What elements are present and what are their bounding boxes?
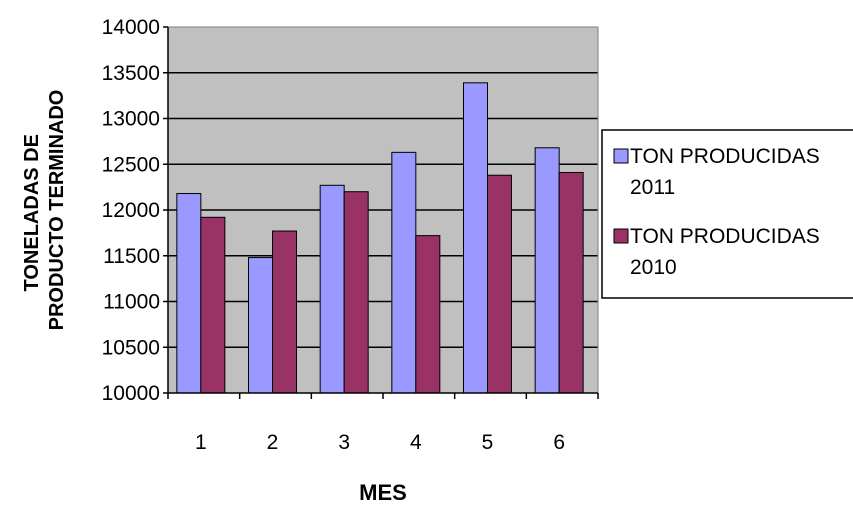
bar-mes-6-series-1: [558, 171, 584, 394]
x-tick-labels: 1 2 3 4 5 6: [195, 431, 565, 454]
y-axis-title: TONELADAS DE PRODUCTO TERMINADO: [21, 90, 68, 331]
axes: [163, 26, 599, 399]
bar-mes-1-series-0: [176, 193, 202, 394]
x-axis-title: MES: [359, 480, 407, 505]
legend-label-line-2: 2011: [630, 176, 675, 199]
x-tick-label: 5: [482, 431, 494, 454]
bar-mes-5-series-0: [463, 82, 488, 394]
legend-label-line-1: TON PRODUCIDAS: [630, 225, 820, 248]
legend-swatch-ton-producidas-2010: [613, 228, 629, 244]
x-tick-label: 1: [195, 431, 207, 454]
bar-mes-2-series-1: [272, 230, 297, 394]
legend-label-ton-producidas-2011: TON PRODUCIDAS 2011: [630, 145, 826, 199]
legend-label-line-1: TON PRODUCIDAS: [630, 145, 820, 168]
y-axis-title-line-2: PRODUCTO TERMINADO: [46, 90, 68, 331]
y-tick-label: 14000: [102, 16, 160, 39]
y-axis-title-line-1: TONELADAS DE: [21, 134, 43, 291]
y-tick-label: 10500: [102, 336, 160, 359]
x-tick-label: 3: [338, 431, 350, 454]
y-tick-label: 11000: [103, 291, 160, 314]
bar-mes-2-series-0: [248, 257, 273, 394]
bar-mes-1-series-1: [200, 216, 226, 394]
bar-mes-3-series-1: [343, 191, 369, 394]
y-tick-label: 12500: [102, 153, 160, 176]
y-tick-labels: 10000 10500 11000 11500 12000 12500 13000 13500…: [102, 16, 160, 405]
y-tick-label: 11500: [103, 245, 160, 268]
gridlines: [168, 72, 598, 348]
bar-mes-4-series-0: [391, 151, 417, 394]
y-tick-label: 13500: [102, 62, 160, 85]
y-tick-label: 10000: [102, 382, 160, 405]
legend-label-ton-producidas-2010: TON PRODUCIDAS 2010: [630, 225, 826, 279]
legend-box: [601, 129, 853, 299]
legend-swatch-ton-producidas-2011: [613, 148, 629, 164]
legend-label-line-2: 2010: [630, 256, 677, 279]
y-tick-label: 12000: [102, 199, 160, 222]
x-tick-label: 4: [410, 431, 422, 454]
y-tick-label: 13000: [102, 108, 160, 131]
x-tick-label: 2: [267, 431, 279, 454]
x-tick-label: 6: [553, 431, 565, 454]
bar-mes-5-series-1: [487, 174, 512, 394]
bar-mes-3-series-0: [319, 184, 345, 394]
legend: TON PRODUCIDAS 2011 TON PRODUCIDAS 2010: [601, 129, 853, 299]
bar-mes-4-series-1: [415, 235, 441, 394]
bar-mes-6-series-0: [534, 147, 560, 394]
